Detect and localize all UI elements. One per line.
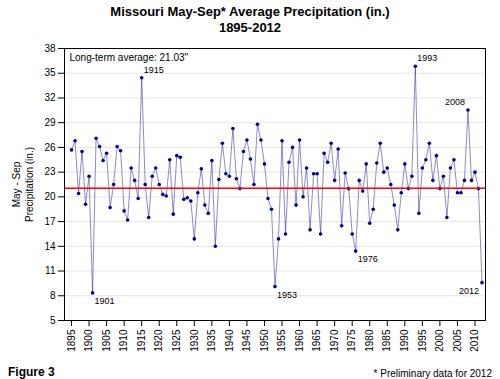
svg-text:1953: 1953 (277, 290, 297, 300)
svg-text:1950: 1950 (259, 329, 270, 352)
svg-text:2005: 2005 (452, 329, 463, 352)
svg-text:1895: 1895 (66, 329, 77, 352)
svg-text:1985: 1985 (381, 329, 392, 352)
svg-text:26: 26 (44, 142, 56, 153)
svg-text:20: 20 (44, 191, 56, 202)
svg-text:38: 38 (44, 43, 56, 54)
svg-text:1965: 1965 (311, 329, 322, 352)
svg-text:2000: 2000 (434, 329, 445, 352)
svg-text:1935: 1935 (206, 329, 217, 352)
svg-text:29: 29 (44, 117, 56, 128)
svg-text:1940: 1940 (224, 329, 235, 352)
html-text:Missouri May-Sep* Average Prec: Missouri May-Sep* Average Precipitation … (110, 4, 390, 19)
svg-text:23: 23 (44, 166, 56, 177)
svg-text:2012: 2012 (459, 286, 479, 296)
svg-text:2008: 2008 (445, 97, 465, 107)
svg-text:1955: 1955 (276, 329, 287, 352)
html-text:* Preliminary data for 2012: * Preliminary data for 2012 (373, 368, 492, 379)
svg-text:17: 17 (44, 216, 56, 227)
svg-text:1920: 1920 (153, 329, 164, 352)
svg-text:2010: 2010 (469, 329, 480, 352)
svg-text:1901: 1901 (95, 296, 115, 306)
svg-text:Long-term average: 21.03": Long-term average: 21.03" (70, 52, 189, 63)
svg-text:May - SepPrecipitation (in.): May - SepPrecipitation (in.) (11, 147, 35, 222)
svg-text:5: 5 (50, 315, 56, 326)
svg-text:1980: 1980 (364, 329, 375, 352)
svg-text:1960: 1960 (294, 329, 305, 352)
svg-text:1910: 1910 (118, 329, 129, 352)
svg-text:1970: 1970 (329, 329, 340, 352)
svg-text:1976: 1976 (358, 254, 378, 264)
svg-text:1995: 1995 (417, 329, 428, 352)
svg-text:1975: 1975 (346, 329, 357, 352)
svg-text:1990: 1990 (399, 329, 410, 352)
html-text:Figure 3: Figure 3 (8, 365, 55, 379)
html-text:1895-2012: 1895-2012 (218, 20, 282, 35)
svg-text:1905: 1905 (101, 329, 112, 352)
svg-text:32: 32 (44, 92, 56, 103)
svg-text:1900: 1900 (83, 329, 94, 352)
svg-text:14: 14 (44, 241, 56, 252)
svg-text:11: 11 (45, 265, 56, 276)
svg-text:1930: 1930 (189, 329, 200, 352)
svg-text:1915: 1915 (144, 65, 164, 75)
svg-text:1993: 1993 (417, 53, 437, 63)
svg-text:35: 35 (44, 67, 56, 78)
svg-text:1915: 1915 (136, 329, 147, 352)
svg-text:1945: 1945 (241, 329, 252, 352)
svg-text:8: 8 (50, 290, 56, 301)
svg-text:1925: 1925 (171, 329, 182, 352)
